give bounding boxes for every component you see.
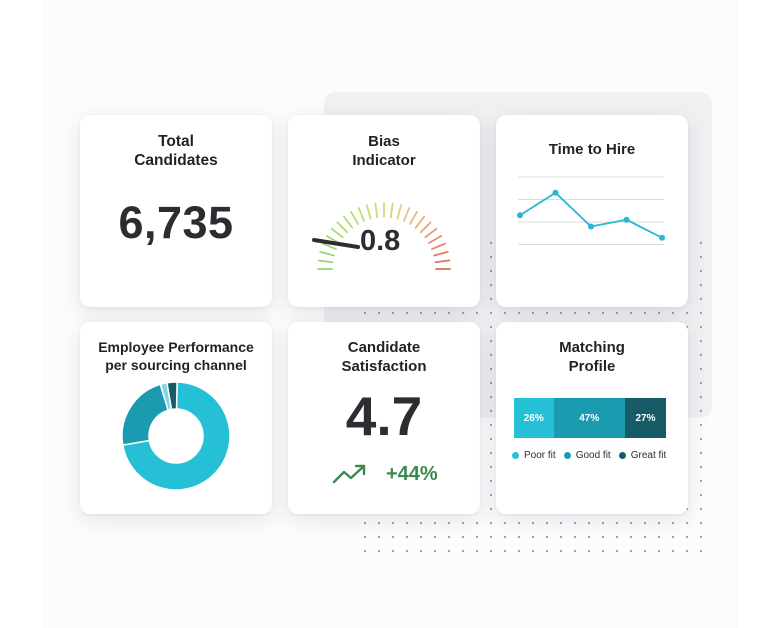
- legend-item: Good fit: [563, 450, 611, 461]
- gauge-tick: [389, 202, 394, 219]
- card-title: Time to Hire: [548, 141, 636, 158]
- bias-value: 0.8: [360, 225, 401, 257]
- card-title: Total Candidates: [134, 133, 218, 169]
- donut-slice: [121, 383, 170, 446]
- gauge-tick: [402, 207, 411, 222]
- satisfaction-score: 4.7: [345, 385, 423, 447]
- legend-label: Poor fit: [524, 450, 556, 461]
- gauge-tick: [319, 251, 335, 257]
- matching-legend: Poor fit Good fit Great fit: [512, 450, 666, 461]
- gauge-tick: [434, 259, 451, 264]
- bias-indicator-card: Bias Indicator 0.8: [288, 115, 480, 307]
- gauge-tick: [428, 235, 443, 244]
- time-to-hire-card: Time to Hire: [496, 115, 688, 307]
- gauge-tick: [419, 221, 432, 234]
- performance-donut-chart: [121, 381, 231, 491]
- gauge-tick: [330, 227, 344, 239]
- data-point: [552, 189, 559, 196]
- bias-gauge: [312, 202, 451, 270]
- data-point: [623, 216, 630, 223]
- trending-up-icon: [332, 464, 366, 484]
- bar-segment: 47%: [553, 398, 625, 438]
- gauge-tick: [431, 242, 446, 251]
- matching-profile-card: Matching Profile 26% 47% 27% Poor fit Good …: [496, 322, 688, 514]
- donut-slice: [166, 381, 178, 411]
- gauge-tick: [414, 215, 426, 229]
- time-to-hire-chart: [517, 176, 665, 245]
- legend-label: Great fit: [630, 450, 667, 461]
- data-point: [659, 234, 665, 241]
- matching-stacked-bar: 26% 47% 27%: [514, 398, 666, 438]
- gauge-tick: [322, 242, 337, 251]
- gauge-tick: [374, 202, 379, 219]
- gauge-needle: [312, 238, 360, 249]
- gauge-tick: [350, 210, 359, 225]
- data-point: [588, 223, 594, 230]
- legend-item: Poor fit: [512, 450, 556, 461]
- gauge-tick: [424, 227, 438, 239]
- legend-dot: [563, 452, 571, 459]
- gauge-tick: [357, 207, 366, 222]
- total-candidates-value: 6,735: [118, 197, 234, 248]
- gauge-tick: [366, 204, 372, 220]
- employee-performance-card: Employee Performance per sourcing channe…: [80, 322, 272, 514]
- gauge-tick: [396, 204, 402, 220]
- bar-segment: 27%: [624, 398, 666, 438]
- bar-segment: 26%: [514, 398, 554, 438]
- card-title: Candidate Satisfaction: [341, 339, 427, 375]
- gauge-tick: [342, 215, 354, 229]
- legend-item: Great fit: [618, 450, 667, 461]
- gauge-tick: [433, 251, 449, 257]
- legend-dot: [512, 452, 519, 459]
- gauge-tick: [336, 221, 349, 234]
- card-title: Employee Performance per sourcing channe…: [98, 339, 254, 373]
- donut-slice: [121, 381, 231, 491]
- card-title: Bias Indicator: [352, 133, 416, 169]
- data-point: [517, 212, 523, 219]
- candidate-satisfaction-card: Candidate Satisfaction 4.7 +44%: [288, 322, 480, 514]
- legend-dot: [618, 452, 626, 459]
- gauge-tick: [409, 210, 418, 225]
- satisfaction-change: +44%: [386, 463, 438, 485]
- legend-label: Good fit: [575, 450, 611, 461]
- card-title: Matching Profile: [559, 339, 625, 375]
- gauge-tick: [317, 259, 334, 264]
- total-candidates-card: Total Candidates 6,735: [80, 115, 272, 307]
